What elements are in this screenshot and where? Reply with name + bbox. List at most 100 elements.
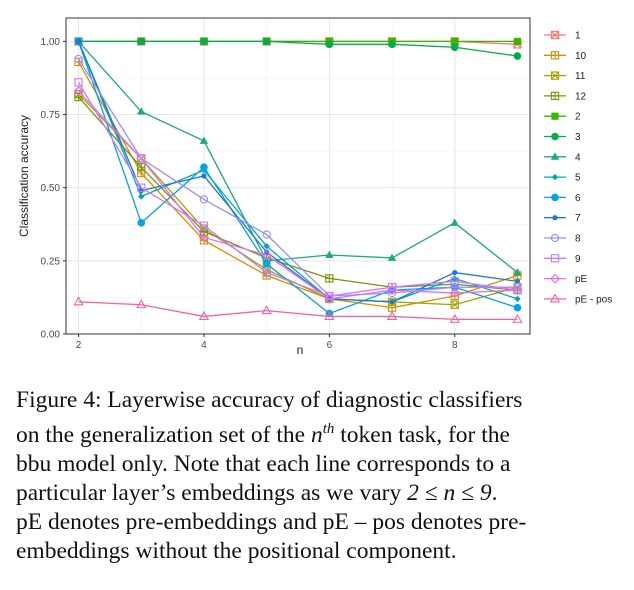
caption-math: 2 ≤ n ≤ 9 <box>407 479 492 506</box>
data-point <box>389 299 395 305</box>
legend-label: 8 <box>575 234 581 245</box>
legend-marker <box>550 91 560 101</box>
line-chart: 2 4 6 8 0.00 0.25 0.50 0.75 1.00 1 10 11 12 2 3 4 5 6 7 8 9… <box>17 17 612 357</box>
legend: 1 10 11 12 2 3 4 5 6 7 8 9 pE pE - pos <box>544 31 612 305</box>
data-point <box>387 288 397 298</box>
legend-item: 2 <box>544 112 581 123</box>
legend-marker <box>550 152 560 160</box>
series-line <box>77 41 518 303</box>
caption-line: Figure 4: Layerwise accuracy of diagnost… <box>16 387 523 413</box>
legend-label: pE <box>575 274 588 285</box>
panel-border <box>65 17 531 335</box>
y-tick-label: 0.25 <box>41 256 61 267</box>
legend-item: 9 <box>544 254 581 265</box>
data-point <box>513 303 522 312</box>
legend-label: 12 <box>575 91 587 102</box>
y-tick-label: 0.75 <box>41 110 61 121</box>
caption-line: bbu model only. Note that each line corr… <box>16 450 511 477</box>
data-point <box>386 310 398 320</box>
data-point <box>263 243 270 250</box>
data-point <box>262 259 271 268</box>
series-pE-pos <box>73 296 523 323</box>
data-point <box>200 37 208 46</box>
x-tick-label: 4 <box>201 340 207 351</box>
data-point <box>449 288 460 299</box>
data-point <box>73 296 84 306</box>
legend-marker <box>552 215 558 221</box>
series-line <box>78 301 518 321</box>
data-point <box>138 188 144 194</box>
caption-text: . <box>491 479 498 506</box>
data-point <box>450 300 459 309</box>
legend-label: 11 <box>575 71 586 82</box>
series-pE <box>73 86 523 304</box>
series-line <box>78 90 518 300</box>
legend-item: 3 <box>544 132 581 143</box>
caption-math: n <box>310 421 323 448</box>
legend-item: 8 <box>544 234 581 245</box>
caption-text: token task, for the <box>334 421 510 448</box>
legend-item: 12 <box>544 91 587 102</box>
data-point <box>201 173 207 179</box>
caption-line: pE denotes pre-embeddings and pE – pos d… <box>16 508 527 535</box>
data-point <box>325 250 334 258</box>
legend-item: 5 <box>544 173 581 184</box>
legend-label: 9 <box>575 254 581 265</box>
data-point <box>138 193 145 200</box>
legend-marker <box>550 254 560 263</box>
data-point <box>137 163 146 172</box>
legend-item: 6 <box>544 193 581 204</box>
y-tick-label: 0.00 <box>41 330 61 341</box>
caption-math-sup: th <box>322 421 335 437</box>
data-point <box>513 52 522 60</box>
legend-marker <box>551 132 559 141</box>
x-axis-label: n <box>297 343 304 357</box>
legend-label: 5 <box>575 173 581 184</box>
data-point <box>451 37 459 46</box>
legend-item: pE <box>544 273 588 285</box>
data-point <box>137 37 146 46</box>
data-point <box>512 285 523 296</box>
data-point <box>514 278 521 284</box>
data-point <box>74 54 83 64</box>
series-line <box>77 58 518 297</box>
legend-marker <box>551 193 559 202</box>
legend-marker <box>551 173 559 181</box>
legend-marker <box>550 71 560 80</box>
series-line <box>78 40 518 274</box>
legend-marker <box>550 273 560 284</box>
data-point <box>137 219 146 227</box>
legend-label: 10 <box>575 51 587 62</box>
data-point <box>325 274 334 283</box>
data-point <box>387 285 398 296</box>
legend-item: 1 <box>544 31 581 42</box>
data-point <box>198 310 210 320</box>
data-point <box>450 277 459 286</box>
data-point <box>137 183 146 192</box>
data-point <box>261 250 272 260</box>
legend-marker <box>549 293 561 303</box>
figure-caption: Figure 4: Layerwise accuracy of diagnost… <box>16 386 616 566</box>
data-point <box>513 268 522 276</box>
legend-marker <box>550 30 560 40</box>
legend-item: pE - pos <box>544 293 612 305</box>
axes: 2 4 6 8 0.00 0.25 0.50 0.75 1.00 <box>41 17 531 351</box>
y-tick-label: 1.00 <box>41 37 61 48</box>
x-tick-label: 6 <box>327 340 333 351</box>
data-point <box>450 43 459 52</box>
series-line <box>77 82 518 297</box>
legend-item: 4 <box>544 152 581 163</box>
legend-label: pE - pos <box>575 294 612 305</box>
data-point <box>136 299 147 309</box>
data-point <box>75 38 82 45</box>
data-point <box>262 37 271 46</box>
caption-line: particular layer’s embeddings as we vary… <box>16 479 616 508</box>
data-point <box>387 253 397 261</box>
data-point <box>324 310 335 320</box>
data-point <box>450 283 459 292</box>
data-point <box>450 218 459 226</box>
data-point <box>199 136 209 144</box>
series-line <box>78 96 518 291</box>
legend-label: 6 <box>575 193 581 204</box>
caption-line: embeddings without the positional compon… <box>16 537 457 564</box>
